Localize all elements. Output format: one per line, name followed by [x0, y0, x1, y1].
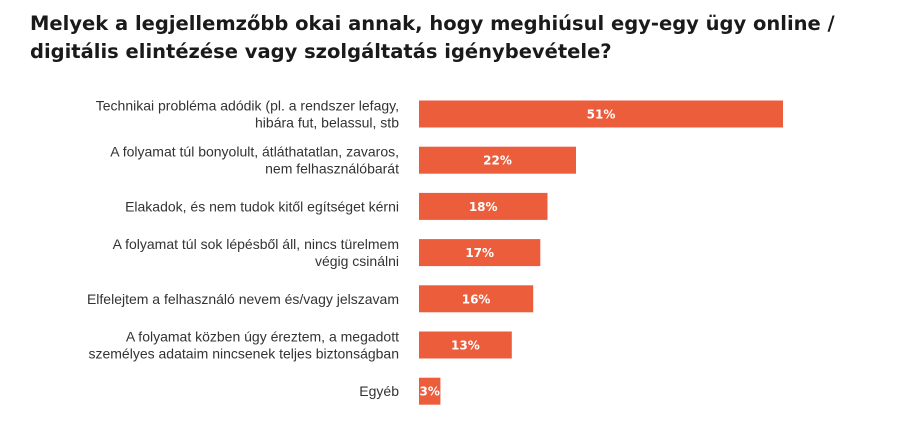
category-label-6-line-0: Egyéb	[359, 383, 399, 399]
bar-6	[419, 377, 441, 405]
category-label-1: A folyamat túl bonyolult, átláthatatlan,…	[110, 144, 399, 177]
value-label-6: 3%	[420, 385, 440, 399]
bar-2	[419, 192, 548, 220]
bars	[419, 100, 783, 405]
category-label-5-line-1: személyes adataim nincsenek teljes bizto…	[88, 346, 399, 362]
bar-3	[419, 239, 541, 267]
bar-0	[419, 100, 783, 128]
value-label-0: 51%	[587, 108, 616, 122]
category-label-3-line-0: A folyamat túl sok lépésből áll, nincs t…	[113, 236, 399, 252]
category-label-2: Elakadok, és nem tudok kitől egítséget k…	[125, 198, 399, 214]
category-label-0-line-1: hibára fut, belassul, stb	[255, 115, 399, 131]
category-labels: Technikai probléma adódik (pl. a rendsze…	[87, 98, 399, 400]
category-label-2-line-0: Elakadok, és nem tudok kitől egítséget k…	[125, 198, 399, 214]
category-label-4-line-0: Elfelejtem a felhasználó nevem és/vagy j…	[87, 291, 399, 307]
category-label-1-line-1: nem felhasználóbarát	[265, 161, 399, 177]
value-label-3: 17%	[465, 246, 494, 260]
bar-5	[419, 331, 512, 359]
value-label-4: 16%	[462, 292, 491, 306]
value-labels: 51% 22% 18% 17% 16% 13% 3%	[420, 108, 616, 399]
category-label-4: Elfelejtem a felhasználó nevem és/vagy j…	[87, 291, 399, 307]
category-label-3-line-1: végig csinálni	[315, 253, 399, 269]
category-label-0-line-0: Technikai probléma adódik (pl. a rendsze…	[96, 98, 399, 114]
value-label-5: 13%	[451, 339, 480, 353]
value-label-1: 22%	[483, 154, 512, 168]
category-label-5-line-0: A folyamat közben úgy éreztem, a megadot…	[126, 329, 399, 345]
category-label-6: Egyéb	[359, 383, 399, 399]
category-label-3: A folyamat túl sok lépésből áll, nincs t…	[113, 236, 399, 269]
value-label-2: 18%	[469, 200, 498, 214]
category-label-0: Technikai probléma adódik (pl. a rendsze…	[96, 98, 399, 131]
chart-title: Melyek a legjellemzőbb okai annak, hogy …	[30, 12, 835, 63]
category-label-1-line-0: A folyamat túl bonyolult, átláthatatlan,…	[110, 144, 399, 160]
bar-1	[419, 146, 576, 174]
category-label-5: A folyamat közben úgy éreztem, a megadot…	[88, 329, 399, 362]
bar-4	[419, 285, 534, 313]
